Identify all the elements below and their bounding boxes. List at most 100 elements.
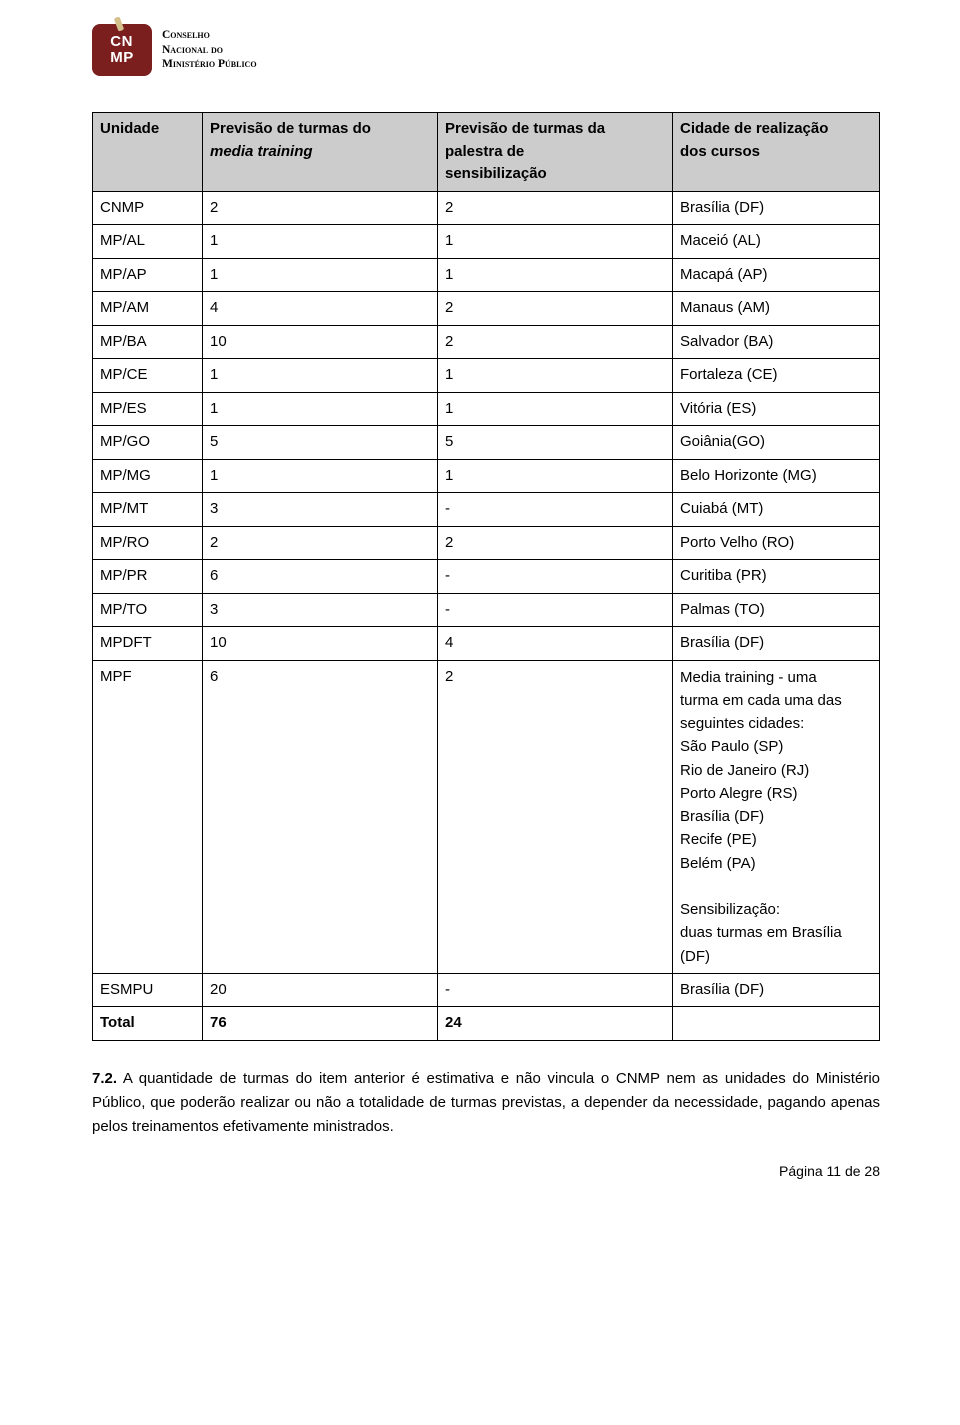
table-cell: Salvador (BA) bbox=[673, 325, 880, 359]
table-cell: MP/ES bbox=[93, 392, 203, 426]
table-cell: MP/AL bbox=[93, 225, 203, 259]
blank-line bbox=[680, 875, 872, 898]
cnmp-logo: CN MP bbox=[92, 24, 152, 76]
table-cell: 24 bbox=[438, 1007, 673, 1041]
table-cell: - bbox=[438, 493, 673, 527]
table-cell: MP/BA bbox=[93, 325, 203, 359]
logo-letters: CN MP bbox=[110, 34, 134, 66]
table-cell: MP/RO bbox=[93, 526, 203, 560]
table-row: MP/RO22Porto Velho (RO) bbox=[93, 526, 880, 560]
organization-name: Conselho Nacional do Ministério Público bbox=[162, 28, 257, 71]
table-cell: Brasília (DF) bbox=[673, 973, 880, 1007]
table-row-total: Total7624 bbox=[93, 1007, 880, 1041]
detail-line: Recife (PE) bbox=[680, 828, 872, 851]
table-cell: 1 bbox=[438, 392, 673, 426]
table-cell: Palmas (TO) bbox=[673, 593, 880, 627]
detail-line: São Paulo (SP) bbox=[680, 735, 872, 758]
para-number: 7.2. bbox=[92, 1070, 117, 1087]
table-cell: Curitiba (PR) bbox=[673, 560, 880, 594]
table-cell: Manaus (AM) bbox=[673, 292, 880, 326]
table-cell: 20 bbox=[203, 973, 438, 1007]
table-cell: 4 bbox=[438, 627, 673, 661]
table-cell: - bbox=[438, 593, 673, 627]
table-cell: 2 bbox=[203, 191, 438, 225]
table-cell: 1 bbox=[438, 225, 673, 259]
table-row: MP/BA102Salvador (BA) bbox=[93, 325, 880, 359]
table-cell: MPF bbox=[93, 660, 203, 973]
logo-line2: MP bbox=[110, 49, 134, 66]
table-body: CNMP22Brasília (DF)MP/AL11Maceió (AL)MP/… bbox=[93, 191, 880, 1040]
table-cell bbox=[673, 1007, 880, 1041]
table-cell: MP/MT bbox=[93, 493, 203, 527]
table-cell: MPDFT bbox=[93, 627, 203, 661]
table-cell: 2 bbox=[438, 325, 673, 359]
table-cell: Belo Horizonte (MG) bbox=[673, 459, 880, 493]
table-cell: 5 bbox=[203, 426, 438, 460]
table-cell: 4 bbox=[203, 292, 438, 326]
table-cell: 5 bbox=[438, 426, 673, 460]
table-cell: 2 bbox=[203, 526, 438, 560]
table-row: MPDFT104Brasília (DF) bbox=[93, 627, 880, 661]
table-cell: Macapá (AP) bbox=[673, 258, 880, 292]
detail-line: turma em cada uma das bbox=[680, 689, 872, 712]
detail-line: Brasília (DF) bbox=[680, 805, 872, 828]
table-cell: 10 bbox=[203, 325, 438, 359]
table-row: MP/TO3-Palmas (TO) bbox=[93, 593, 880, 627]
table-cell: 2 bbox=[438, 660, 673, 973]
table-cell: 76 bbox=[203, 1007, 438, 1041]
table-cell: 3 bbox=[203, 493, 438, 527]
table-row: MP/ES11Vitória (ES) bbox=[93, 392, 880, 426]
table-cell: 3 bbox=[203, 593, 438, 627]
table-cell: 1 bbox=[438, 359, 673, 393]
table-row: MP/MT3-Cuiabá (MT) bbox=[93, 493, 880, 527]
table-cell: 10 bbox=[203, 627, 438, 661]
table-cell: Vitória (ES) bbox=[673, 392, 880, 426]
table-cell-mpf-details: Media training - umaturma em cada uma da… bbox=[673, 660, 880, 973]
page-footer: Página 11 de 28 bbox=[92, 1161, 880, 1182]
org-line-1: Conselho bbox=[162, 28, 257, 42]
table-cell: 1 bbox=[203, 359, 438, 393]
logo-line1: CN bbox=[110, 33, 133, 50]
th-previsao-palestra: Previsão de turmas da palestra de sensib… bbox=[438, 113, 673, 192]
table-row: MP/AP11Macapá (AP) bbox=[93, 258, 880, 292]
table-row: MP/AM42Manaus (AM) bbox=[93, 292, 880, 326]
table-cell: Porto Velho (RO) bbox=[673, 526, 880, 560]
table-cell: MP/AP bbox=[93, 258, 203, 292]
detail-line: Media training - uma bbox=[680, 666, 872, 689]
table-row: CNMP22Brasília (DF) bbox=[93, 191, 880, 225]
table-cell: Cuiabá (MT) bbox=[673, 493, 880, 527]
table-cell: 1 bbox=[203, 225, 438, 259]
table-row: MP/CE11Fortaleza (CE) bbox=[93, 359, 880, 393]
table-cell: 6 bbox=[203, 660, 438, 973]
th-previsao-media: Previsão de turmas do media training bbox=[203, 113, 438, 192]
table-cell: Maceió (AL) bbox=[673, 225, 880, 259]
table-cell: ESMPU bbox=[93, 973, 203, 1007]
table-cell: MP/CE bbox=[93, 359, 203, 393]
table-cell: 2 bbox=[438, 526, 673, 560]
table-cell: Goiânia(GO) bbox=[673, 426, 880, 460]
table-cell: MP/GO bbox=[93, 426, 203, 460]
table-cell: Brasília (DF) bbox=[673, 627, 880, 661]
table-cell: MP/TO bbox=[93, 593, 203, 627]
detail-line: Porto Alegre (RS) bbox=[680, 782, 872, 805]
table-row: MP/PR6-Curitiba (PR) bbox=[93, 560, 880, 594]
table-cell: MP/PR bbox=[93, 560, 203, 594]
detail-line: Rio de Janeiro (RJ) bbox=[680, 759, 872, 782]
para-text: A quantidade de turmas do item anterior … bbox=[92, 1070, 880, 1135]
detail-line: Sensibilização: bbox=[680, 898, 872, 921]
table-cell: MP/AM bbox=[93, 292, 203, 326]
th-unidade: Unidade bbox=[93, 113, 203, 192]
table-row: MP/GO55Goiânia(GO) bbox=[93, 426, 880, 460]
page-header: CN MP Conselho Nacional do Ministério Pú… bbox=[92, 24, 880, 76]
table-cell: - bbox=[438, 973, 673, 1007]
th-cidade: Cidade de realização dos cursos bbox=[673, 113, 880, 192]
table-row: MP/MG11Belo Horizonte (MG) bbox=[93, 459, 880, 493]
detail-line: Belém (PA) bbox=[680, 852, 872, 875]
table-cell: 1 bbox=[438, 258, 673, 292]
detail-line: (DF) bbox=[680, 945, 872, 968]
table-row: ESMPU20-Brasília (DF) bbox=[93, 973, 880, 1007]
table-cell: 1 bbox=[438, 459, 673, 493]
turmas-table: Unidade Previsão de turmas do media trai… bbox=[92, 112, 880, 1041]
table-row-mpf: MPF62Media training - umaturma em cada u… bbox=[93, 660, 880, 973]
table-cell: Brasília (DF) bbox=[673, 191, 880, 225]
